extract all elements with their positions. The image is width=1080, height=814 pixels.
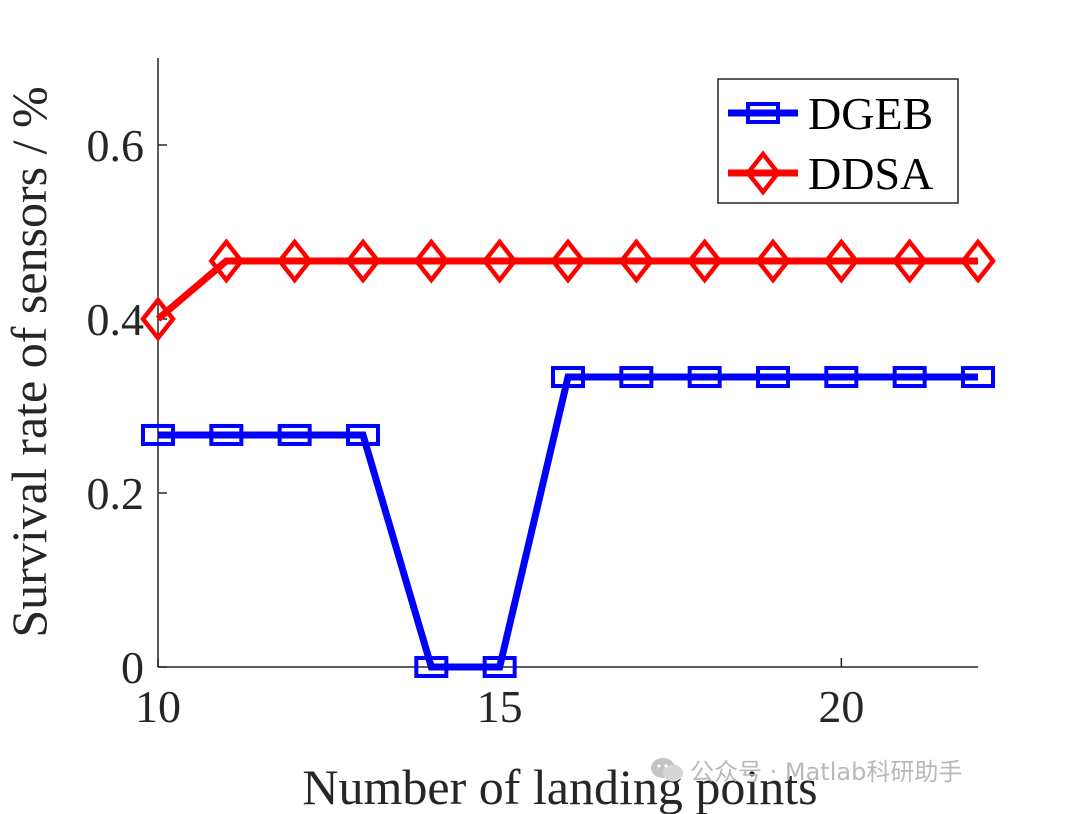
data-point-dgeb [961, 366, 995, 389]
data-point-ddsa [208, 238, 245, 284]
x-tick-label: 20 [818, 681, 864, 732]
data-point-dgeb [414, 656, 449, 678]
data-point-dgeb [824, 366, 859, 389]
data-point-ddsa [755, 238, 791, 284]
data-point-ddsa [345, 238, 381, 284]
data-point-ddsa [140, 296, 176, 342]
legend: DGEB DDSA [717, 78, 959, 204]
data-point-dgeb [141, 423, 175, 446]
watermark: 公众号 · Matlab科研助手 [650, 752, 962, 787]
y-tick-label: 0.6 [87, 120, 145, 171]
x-axis-label: Number of landing points [302, 759, 817, 814]
data-point-ddsa [960, 238, 996, 284]
legend-label-dgeb: DGEB [808, 88, 933, 139]
data-point-ddsa [276, 238, 313, 284]
data-point-dgeb [687, 366, 722, 389]
y-axis-label: Survival rate of sensors / % [1, 86, 57, 637]
y-tick-label: 0 [121, 642, 144, 693]
series-dgeb [141, 366, 995, 678]
data-point-dgeb [346, 423, 380, 446]
data-point-ddsa [823, 238, 860, 284]
x-tick-label: 10 [135, 681, 181, 732]
data-point-ddsa [686, 238, 723, 284]
data-point-ddsa [618, 238, 655, 284]
legend-marker-ddsa [745, 150, 781, 196]
data-point-dgeb [277, 423, 312, 446]
y-tick-label: 0.2 [87, 468, 145, 519]
watermark-text: 公众号 · Matlab科研助手 [690, 758, 963, 786]
data-point-dgeb [619, 366, 654, 389]
data-point-ddsa [891, 238, 928, 284]
series-line-dgeb [158, 373, 978, 671]
data-point-dgeb [482, 656, 517, 678]
legend-label-ddsa: DDSA [808, 148, 933, 199]
legend-marker-dgeb [746, 102, 780, 124]
data-point-dgeb [756, 366, 790, 389]
data-point-ddsa [481, 238, 518, 284]
data-point-dgeb [551, 366, 585, 389]
series-ddsa [140, 238, 996, 342]
series-line-ddsa [155, 257, 978, 322]
data-point-ddsa [413, 238, 450, 284]
axes: 10 15 20 0 0.2 0.4 0.6 [87, 58, 978, 732]
series-layer [140, 238, 996, 678]
y-tick-label: 0.4 [87, 294, 145, 345]
data-point-ddsa [550, 238, 586, 284]
data-point-dgeb [892, 366, 927, 389]
wechat-icon [651, 757, 683, 781]
data-point-dgeb [209, 423, 244, 446]
x-tick-label: 15 [477, 681, 523, 732]
